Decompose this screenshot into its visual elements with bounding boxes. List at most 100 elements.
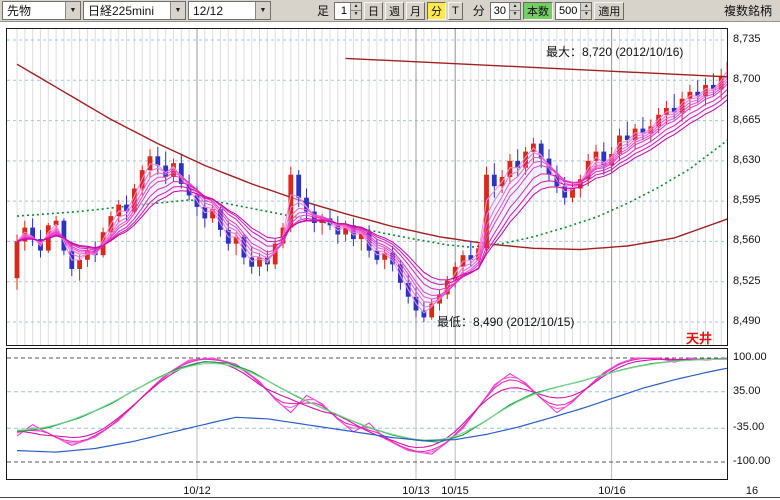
apply-button[interactable]: 適用 xyxy=(594,1,625,20)
candle-body xyxy=(272,243,278,265)
price-axis-label: 8,560 xyxy=(733,234,761,246)
chevron-down-icon[interactable]: ▼ xyxy=(65,2,80,19)
max-price-annotation: 最大：8,720 (2012/10/16) xyxy=(546,45,684,59)
oscillator-green-line xyxy=(16,358,728,443)
up-arrow-icon[interactable]: ▲ xyxy=(581,2,592,10)
stepper-arrows[interactable]: ▲ ▼ xyxy=(509,2,521,19)
candle-body xyxy=(601,151,607,166)
contract-month-value: 12/12 xyxy=(193,3,224,18)
chevron-down-icon[interactable]: ▼ xyxy=(170,2,185,19)
candle-body xyxy=(210,209,215,219)
down-arrow-icon[interactable]: ▼ xyxy=(581,10,592,19)
oscillator-blue-line xyxy=(16,367,728,453)
candlestick-chart xyxy=(6,28,728,346)
down-arrow-icon[interactable]: ▼ xyxy=(510,10,521,19)
price-axis-label: 8,700 xyxy=(733,73,761,85)
contract-month-select[interactable]: 12/12 ▼ xyxy=(188,1,271,20)
candle-body xyxy=(398,264,403,283)
ma-ribbon-line xyxy=(16,79,728,300)
candle-body xyxy=(429,303,435,318)
candle-body xyxy=(124,204,129,212)
candle-body xyxy=(257,257,262,267)
oscillator-magenta-line xyxy=(16,358,728,449)
candle-body xyxy=(656,114,661,127)
candle-body xyxy=(296,174,302,198)
chart-area: 8,735 8,700 8,665 8,630 8,595 8,560 8,525 8,490… xyxy=(0,22,780,500)
candle-body xyxy=(484,174,489,249)
up-arrow-icon[interactable]: ▲ xyxy=(510,2,521,10)
down-arrow-icon[interactable]: ▼ xyxy=(351,10,362,19)
symbol-select-value: 日経225mini xyxy=(88,4,155,18)
candle-body xyxy=(624,135,630,141)
price-axis-label: 8,595 xyxy=(733,194,761,206)
candle-body xyxy=(116,204,122,217)
candle-body xyxy=(546,158,552,175)
oscillator-green-line xyxy=(16,358,728,441)
candle-body xyxy=(30,227,35,240)
candle-body xyxy=(163,165,169,177)
oscillator-axis-label: 35.00 xyxy=(733,385,761,397)
candle-body xyxy=(288,174,294,228)
stepper-arrows[interactable]: ▲ ▼ xyxy=(350,2,362,19)
candle-body xyxy=(147,156,153,171)
date-axis-label: 16 xyxy=(745,485,759,497)
ma-ribbon-line xyxy=(16,93,728,286)
candle-body xyxy=(77,259,82,269)
candle-body xyxy=(85,250,90,260)
candle-body xyxy=(703,84,708,97)
chevron-down-icon[interactable]: ▼ xyxy=(255,2,270,19)
candle-body xyxy=(178,163,184,184)
minute-stepper[interactable]: 30 ▲ ▼ xyxy=(489,1,522,20)
symbol-select[interactable]: 日経225mini ▼ xyxy=(83,1,186,20)
candle-body xyxy=(632,128,638,141)
candle-body xyxy=(249,257,255,267)
candle-body xyxy=(491,174,497,187)
candle-body xyxy=(570,188,575,198)
period-day-button[interactable]: 日 xyxy=(364,1,384,20)
period-minute-button[interactable]: 分 xyxy=(427,1,447,20)
up-arrow-icon[interactable]: ▲ xyxy=(351,2,362,10)
candle-body xyxy=(671,107,677,113)
candle-body xyxy=(640,128,646,134)
oscillator-magenta-line xyxy=(16,357,728,454)
price-axis-label: 8,665 xyxy=(733,114,761,126)
interval-stepper[interactable]: 1 ▲ ▼ xyxy=(334,1,363,20)
ma-ribbon-fill xyxy=(17,69,728,313)
period-week-button[interactable]: 週 xyxy=(385,1,405,20)
category-select[interactable]: 先物 ▼ xyxy=(2,1,81,20)
period-tick-button[interactable]: T xyxy=(448,1,463,20)
bar-count-stepper[interactable]: 500 ▲ ▼ xyxy=(555,1,593,20)
minute-unit-label: 分 xyxy=(472,4,485,18)
candle-body xyxy=(241,236,247,258)
candle-body xyxy=(38,239,43,251)
multi-symbol-button[interactable]: 複数銘柄 xyxy=(723,4,772,18)
date-axis-label: 10/16 xyxy=(598,485,626,497)
stepper-arrows[interactable]: ▲ ▼ xyxy=(580,2,592,19)
oscillator-axis-label: -100.00 xyxy=(733,455,771,467)
candle-body xyxy=(155,156,161,166)
candle-body xyxy=(538,143,544,159)
candle-body xyxy=(335,225,341,235)
minute-value: 30 xyxy=(493,4,507,17)
candle-body xyxy=(515,160,521,168)
date-axis-label: 10/15 xyxy=(441,485,469,497)
category-select-value: 先物 xyxy=(7,4,32,18)
candle-body xyxy=(343,225,348,235)
ceiling-annotation: 天井 xyxy=(686,331,713,346)
bar-count-mode-button[interactable]: 本数 xyxy=(523,1,554,20)
candle-body xyxy=(679,98,685,113)
bar-count-value: 500 xyxy=(559,4,578,17)
interval-value: 1 xyxy=(340,4,348,17)
period-month-button[interactable]: 月 xyxy=(406,1,426,20)
ma-ribbon-line xyxy=(16,88,728,291)
ma-ribbon-line xyxy=(16,98,728,281)
ma-ribbon-line xyxy=(16,82,728,296)
chart-frame xyxy=(6,28,728,346)
oscillator-magenta-line xyxy=(16,357,728,453)
candle-body xyxy=(617,135,622,154)
oscillator-magenta-line xyxy=(16,357,728,455)
candle-body xyxy=(695,91,701,97)
resistance-trendline xyxy=(345,57,728,78)
min-price-annotation: 最低：8,490 (2012/10/15) xyxy=(437,315,575,329)
oscillator-chart xyxy=(6,348,728,480)
